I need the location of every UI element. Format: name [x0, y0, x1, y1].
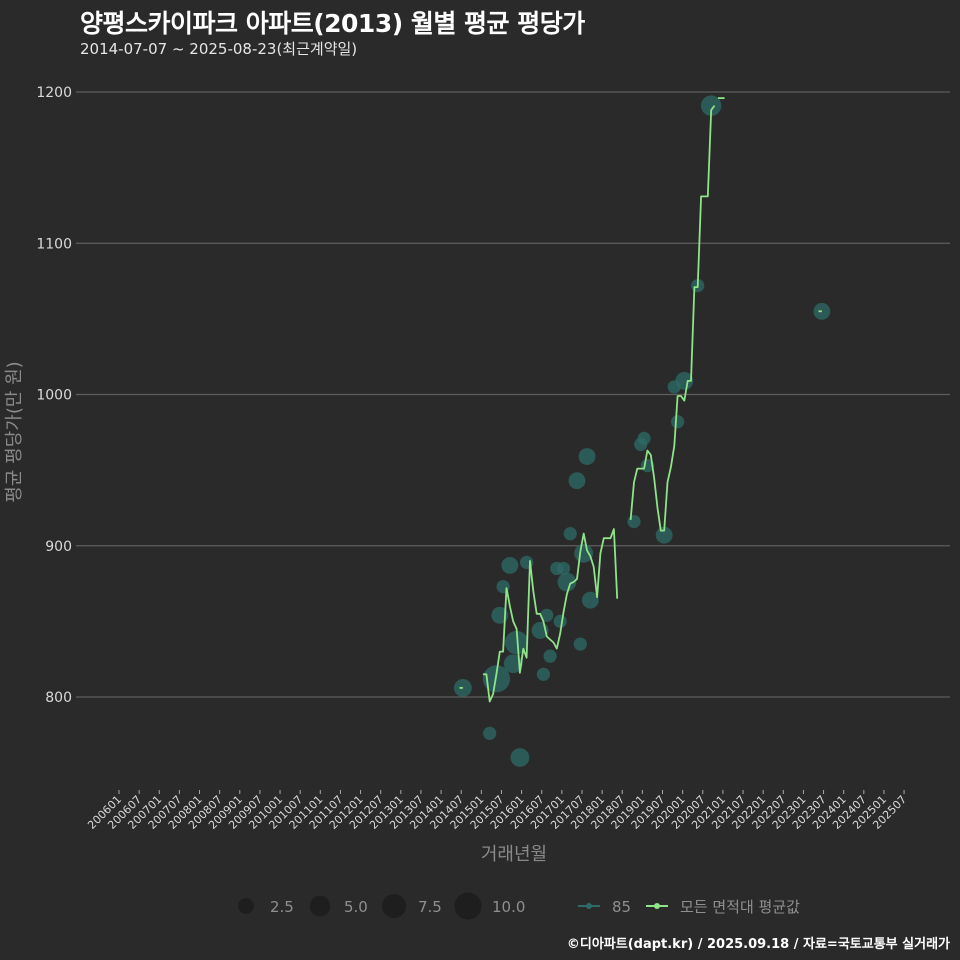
- average-line-segment: [629, 105, 716, 532]
- x-axis-title: 거래년월: [481, 844, 547, 865]
- x-axis: 2006012006072007012007072008012008072009…: [85, 790, 909, 832]
- legend-series-label: 85: [612, 898, 631, 916]
- data-point-85: [543, 649, 557, 663]
- data-point-85: [563, 527, 577, 541]
- data-point-85: [483, 726, 497, 740]
- legend-size-label: 5.0: [344, 898, 368, 916]
- data-point-85: [578, 448, 596, 465]
- y-tick-label: 1100: [36, 236, 72, 252]
- data-point-85: [510, 748, 530, 767]
- data-point-85: [556, 561, 571, 576]
- scatter-series-85: [453, 95, 831, 767]
- y-tick-label: 1000: [36, 388, 72, 404]
- y-axis: 800 900 1000 1100 1200: [36, 85, 72, 706]
- average-line-segment: [483, 528, 619, 703]
- data-point-85: [553, 614, 567, 628]
- legend-series-dot: [586, 903, 592, 909]
- gridlines: [76, 91, 950, 698]
- data-point-85: [581, 591, 599, 609]
- data-point-85: [540, 608, 554, 622]
- data-point-85: [574, 543, 594, 563]
- legend-size-label: 2.5: [270, 898, 294, 916]
- legend-size-dot: [381, 893, 407, 919]
- data-point-85: [536, 667, 551, 681]
- y-tick-label: 1200: [36, 85, 72, 101]
- data-point-85: [627, 514, 641, 529]
- data-point-85: [637, 431, 651, 445]
- legend-series-label: 모든 면적대 평균값: [680, 898, 800, 916]
- chart-title: 양평스카이파크 아파트(2013) 월별 평균 평당가: [80, 9, 585, 38]
- data-point-85: [568, 472, 586, 490]
- data-point-85: [557, 572, 577, 592]
- data-point-85: [675, 371, 694, 390]
- legend: 2.5 5.0 7.5 10.0 85 모든 면적대 평균값: [238, 892, 800, 920]
- legend-size-dot: [454, 892, 482, 920]
- legend-size-dot: [238, 898, 254, 914]
- legend-size-label: 10.0: [492, 898, 525, 916]
- data-point-85: [503, 654, 523, 674]
- legend-size-label: 7.5: [418, 898, 442, 916]
- chart-subtitle: 2014-07-07 ~ 2025-08-23(최근계약일): [80, 40, 358, 58]
- data-point-85: [700, 95, 722, 116]
- legend-series-dot: [654, 903, 660, 909]
- data-point-85: [670, 415, 685, 429]
- y-axis-title: 평균 평당가(만 원): [4, 361, 25, 502]
- legend-size-dot: [309, 895, 331, 917]
- line-series-all-average: [459, 97, 822, 703]
- source-caption: ©디아파트(dapt.kr) / 2025.09.18 / 자료=국토교통부 실…: [566, 937, 950, 952]
- y-tick-label: 800: [45, 690, 72, 706]
- data-point-85: [501, 556, 519, 574]
- data-point-85: [573, 637, 587, 651]
- y-tick-label: 900: [45, 539, 72, 555]
